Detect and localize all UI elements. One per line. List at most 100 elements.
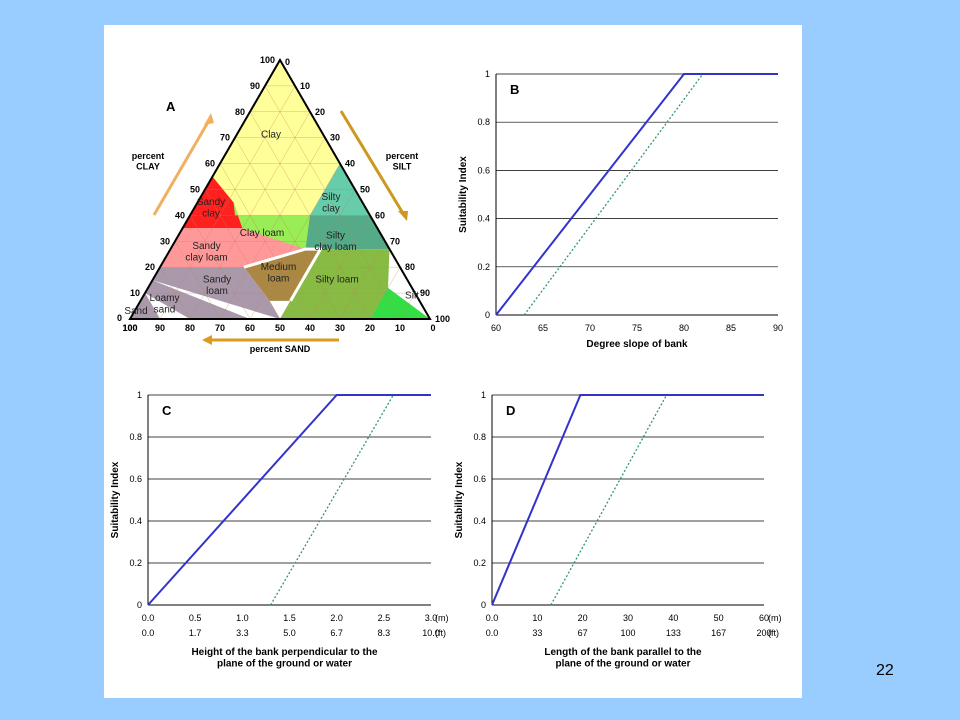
tick-label-clay: 20 [145,262,155,272]
axis-label-silt: percent SILT [386,151,419,171]
x-tick-label-m: 60 [759,613,769,623]
y-axis-title: Suitability Index [454,461,465,538]
tick-label-clay: 50 [190,185,200,195]
x-tick-label-ft: 67 [578,628,588,638]
panel-label-b: B [510,82,519,97]
medium-loam-boundary [243,247,324,302]
x-tick-label: 80 [679,323,689,333]
x-tick-label-m: 1.0 [236,613,249,623]
x-tick-label: 85 [726,323,736,333]
clay-arrowhead [204,113,214,125]
triangle-outline [128,58,432,320]
tick-label-clay: 70 [220,133,230,143]
x-tick-label-ft: 100 [620,628,635,638]
tick-label-sand: 100 [122,323,137,333]
tick-label-silt: 50 [360,185,370,195]
y-tick-label: 0.6 [477,165,490,175]
soil-region-label: Clay [261,130,281,141]
tick-label-silt: 90 [420,288,430,298]
soil-region-label: Silty loam [315,275,358,286]
tick-label-sand: 80 [185,323,195,333]
triangle-gridline [204,189,281,320]
y-tick-label: 0.6 [473,474,486,484]
y-tick-label: 0.6 [129,474,142,484]
x-tick-label-ft: 200 [756,628,771,638]
y-tick-label: 0.4 [477,214,490,224]
silt-arrowhead [398,211,408,221]
x-tick-label-m: 20 [578,613,588,623]
y-tick-label: 0.8 [477,117,490,127]
tick-label-clay: 80 [235,107,245,117]
y-tick-label: 0 [485,310,490,320]
panel-label-d: D [506,403,515,418]
x-tick-label-ft: 1.7 [189,628,202,638]
soil-region-label: Sandy clay [197,197,225,220]
x-tick-label-m: 10 [532,613,542,623]
soil-region-label: Clay loam [240,228,284,239]
series-line-dotted [523,73,704,316]
y-tick-label: 1 [481,390,486,400]
x-unit-ft: (ft) [768,628,779,638]
soil-region-label: Silty clay [322,192,341,215]
x-tick-label-ft: 5.0 [283,628,296,638]
x-tick-label-ft: 0.0 [486,628,499,638]
panel-label-c: C [162,403,172,418]
y-tick-label: 0.4 [129,516,142,526]
y-tick-label: 0.2 [129,558,142,568]
triangle-gridline [159,267,191,320]
x-axis-title: Height of the bank perpendicular to the p… [191,647,378,670]
tick-label-sand: 30 [335,323,345,333]
x-tick-label: 60 [491,323,501,333]
soil-region [130,293,160,319]
tick-label-clay: 60 [205,159,215,169]
tick-label-sand: 0 [430,323,435,333]
triangle-gridline [234,137,341,320]
series-line-solid [147,394,431,606]
soil-region [280,249,390,319]
x-tick-label-m: 30 [623,613,633,623]
x-tick-label-m: 2.0 [330,613,343,623]
triangle-gridline [309,215,371,320]
tick-label-silt: 80 [405,262,415,272]
x-tick-label-ft: 167 [711,628,726,638]
triangle-gridline [174,241,221,320]
tick-label-clay: 90 [250,81,260,91]
tick-label-silt: 100 [435,314,450,324]
tick-label-clay: 30 [160,236,170,246]
tick-label-sand: 10 [395,323,405,333]
triangle-gridline [369,267,401,320]
y-tick-label: 0.8 [473,432,486,442]
figure-svg: Clay Sandy clay Silty clay Sandy clay loam Clay… [110,55,783,670]
series-line-solid [491,394,764,606]
soil-region-label: Sandy loam [203,275,231,298]
x-axis-title: Degree slope of bank [586,339,688,350]
axis-label-clay: percent CLAY [132,151,165,171]
y-tick-label: 0.2 [473,558,486,568]
tick-label-sand: 100 [122,323,137,333]
soil-region-label: Sandy clay loam [185,241,227,264]
tick-label-silt: 10 [300,81,310,91]
x-tick-label-m: 1.5 [283,613,296,623]
x-tick-label: 65 [538,323,548,333]
silt-arrow [339,110,406,216]
soil-region [145,280,250,319]
soil-region [233,202,325,250]
y-tick-label: 1 [485,69,490,79]
soil-region-label: Silt [405,290,419,301]
x-tick-label-m: 40 [668,613,678,623]
tick-label-sand: 40 [305,323,315,333]
x-tick-label-m: 0.5 [189,613,202,623]
tick-label-clay: 0 [117,313,122,323]
tick-label-sand: 50 [275,323,285,333]
x-tick-label-ft: 3.3 [236,628,249,638]
triangle-gridline [399,292,416,320]
tick-label-sand: 70 [215,323,225,333]
y-tick-label: 0 [137,600,142,610]
series-line-dotted [270,394,394,606]
x-tick-label-m: 3.0 [425,613,438,623]
x-tick-label-ft: 33 [532,628,542,638]
y-tick-label: 0.2 [477,262,490,272]
soil-region [370,287,430,319]
tick-label-sand: 90 [155,323,165,333]
x-tick-label: 75 [632,323,642,333]
